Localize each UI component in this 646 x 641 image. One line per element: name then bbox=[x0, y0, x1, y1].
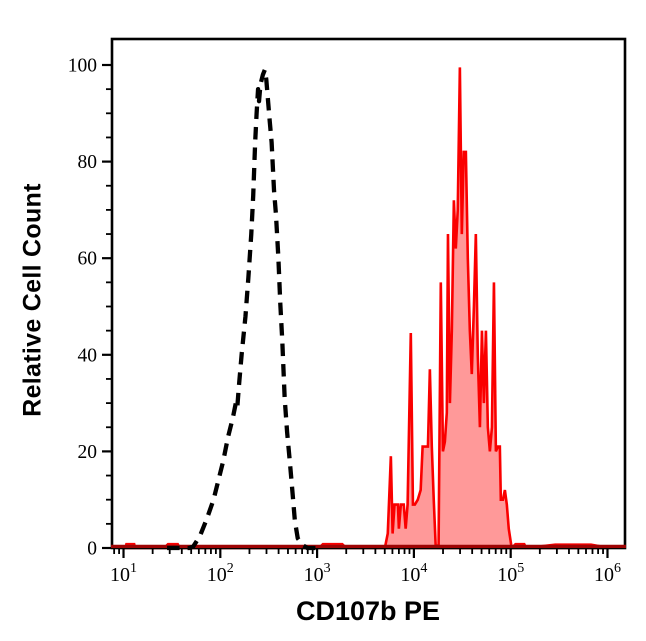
x-tick-label: 103 bbox=[304, 561, 331, 586]
x-tick-label: 105 bbox=[497, 561, 524, 586]
y-tick-label: 60 bbox=[78, 249, 98, 270]
x-tick-label: 102 bbox=[207, 561, 234, 586]
red-filled-histogram bbox=[123, 67, 610, 551]
x-axis-title: CD107b PE bbox=[295, 596, 441, 626]
dashed-control-curve bbox=[167, 67, 322, 551]
x-tick-label: 101 bbox=[110, 561, 137, 586]
axis-ticks bbox=[102, 63, 609, 558]
y-axis-title: Relative Cell Count bbox=[18, 183, 47, 417]
x-tick-label: 104 bbox=[400, 561, 427, 586]
y-tick-label: 40 bbox=[78, 345, 98, 366]
axis-tick-labels: 0 20 40 60 80 100 101 102 103 104 105 106 bbox=[68, 56, 621, 587]
y-tick-label: 20 bbox=[78, 442, 98, 463]
plot-frame bbox=[110, 37, 627, 550]
x-tick-label: 106 bbox=[594, 561, 621, 586]
y-tick-label: 0 bbox=[87, 539, 97, 560]
y-tick-label: 80 bbox=[78, 152, 98, 173]
y-tick-label: 100 bbox=[68, 56, 97, 77]
